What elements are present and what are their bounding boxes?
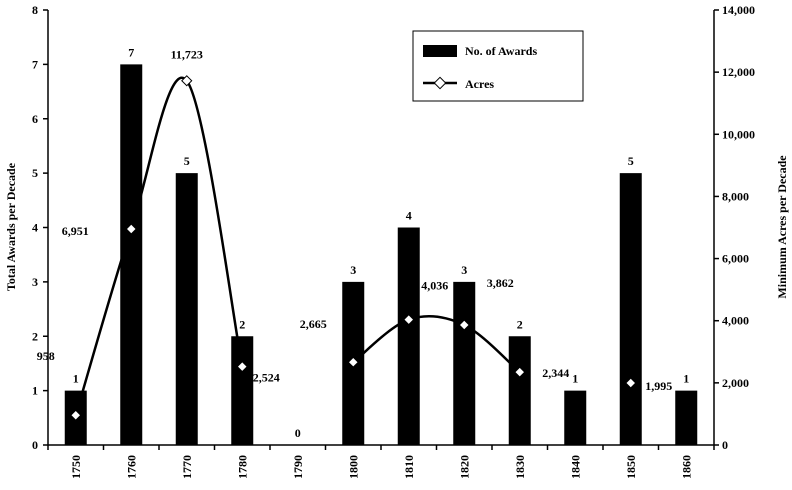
y-tick-label: 6 xyxy=(32,112,38,126)
acres-value-label: 4,036 xyxy=(421,279,448,293)
bar xyxy=(508,336,531,445)
legend-line-label: Acres xyxy=(465,77,494,91)
y2-tick-label: 0 xyxy=(722,438,728,452)
acres-value-label: 2,524 xyxy=(253,371,280,385)
acres-marker xyxy=(514,366,526,378)
bar xyxy=(675,390,698,445)
y-tick-label: 7 xyxy=(32,57,38,71)
y-axis-label: Total Awards per Decade xyxy=(4,162,18,291)
x-ticks-group: 1750 1760 1770 1780 1790 1800 1810 1820 1830 1840… xyxy=(47,445,715,479)
bar xyxy=(619,173,642,445)
acres-marker xyxy=(458,319,470,331)
legend: No. of Awards Acres xyxy=(412,30,584,102)
bar-value-label: 2 xyxy=(517,317,523,331)
acres-marker xyxy=(403,313,415,326)
bar-value-label: 5 xyxy=(628,154,634,168)
right-ticks-group: 0 2,000 4,000 6,000 8,000 10,000 12,000 14,000 xyxy=(714,3,755,452)
legend-marker-swatch xyxy=(433,76,447,90)
acres-marker xyxy=(181,75,193,87)
bar xyxy=(231,336,254,445)
acres-marker xyxy=(236,360,248,373)
y-tick-label: 0 xyxy=(32,438,38,452)
y-tick-label: 3 xyxy=(32,275,38,289)
y-tick-label: 8 xyxy=(32,3,38,17)
bar xyxy=(120,64,143,445)
acres-marker xyxy=(347,356,359,368)
y2-tick-label: 4,000 xyxy=(722,314,749,328)
bar-value-label: 4 xyxy=(406,209,412,223)
x-tick-label: 1840 xyxy=(568,455,582,479)
acres-value-label: 11,723 xyxy=(171,48,203,62)
bar-value-label: 0 xyxy=(295,426,301,440)
bar-value-label: 3 xyxy=(461,263,467,277)
acres-value-label: 6,951 xyxy=(62,224,89,238)
x-tick-label: 1760 xyxy=(124,455,138,479)
x-tick-label: 1750 xyxy=(69,455,83,479)
y-tick-label: 2 xyxy=(32,329,38,343)
y2-tick-label: 10,000 xyxy=(722,127,755,141)
acres-line-segment xyxy=(74,76,244,416)
legend-box xyxy=(412,30,584,102)
y2-tick-label: 6,000 xyxy=(722,252,749,266)
acres-value-label: 2,665 xyxy=(300,317,327,331)
y2-tick-label: 8,000 xyxy=(722,189,749,203)
bar-value-label: 2 xyxy=(239,317,245,331)
bar-value-label: 5 xyxy=(184,154,190,168)
y2-tick-label: 2,000 xyxy=(722,376,749,390)
acres-marker xyxy=(125,223,137,235)
acres-line-group xyxy=(70,75,637,421)
y-tick-label: 5 xyxy=(32,166,38,180)
legend-bar-label: No. of Awards xyxy=(465,44,537,58)
x-tick-label: 1770 xyxy=(180,455,194,479)
left-ticks-group: 0 1 2 3 4 5 6 7 8 xyxy=(32,3,48,452)
x-tick-label: 1830 xyxy=(513,455,527,479)
acres-value-label: 958 xyxy=(37,349,55,363)
bar xyxy=(397,227,420,445)
y2-axis-label: Minimum Acres per Decade xyxy=(775,155,789,299)
bar xyxy=(175,173,198,445)
acres-value-label: 3,862 xyxy=(487,276,514,290)
y-tick-label: 4 xyxy=(32,221,38,235)
bar xyxy=(453,281,476,445)
acres-line-segment xyxy=(352,315,521,374)
x-tick-label: 1800 xyxy=(346,455,360,479)
bar-value-label: 3 xyxy=(350,263,356,277)
x-tick-label: 1780 xyxy=(235,455,249,479)
x-tick-label: 1850 xyxy=(624,455,638,479)
legend-bar-swatch xyxy=(423,45,457,57)
bar-value-label: 1 xyxy=(572,372,578,386)
y-tick-label: 1 xyxy=(32,384,38,398)
acres-marker xyxy=(625,377,637,389)
x-tick-label: 1790 xyxy=(291,455,305,479)
acres-marker xyxy=(70,409,82,421)
bar-value-label: 7 xyxy=(128,45,134,59)
bar-value-label: 1 xyxy=(683,372,689,386)
bar xyxy=(564,390,587,445)
acres-value-label: 1,995 xyxy=(645,379,672,393)
x-tick-label: 1810 xyxy=(402,455,416,479)
y2-tick-label: 12,000 xyxy=(722,65,755,79)
y2-tick-label: 14,000 xyxy=(722,3,755,17)
acres-value-label: 2,344 xyxy=(542,366,569,380)
bar-value-label: 1 xyxy=(73,372,79,386)
x-tick-label: 1820 xyxy=(457,455,471,479)
x-tick-label: 1860 xyxy=(679,455,693,479)
data-labels-group: 1 7 5 2 0 3 4 3 2 1 5 1 958 6,951 11,723 2,524 2,665 4,03… xyxy=(37,45,690,440)
